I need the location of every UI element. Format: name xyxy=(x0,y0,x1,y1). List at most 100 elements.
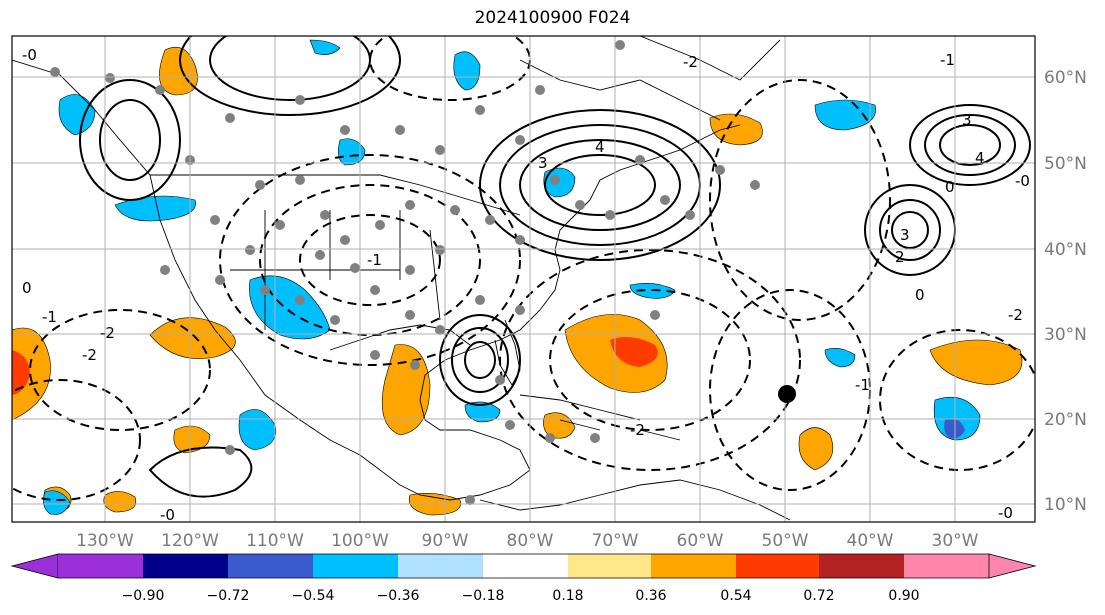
anomaly-positive xyxy=(929,339,1023,386)
colorbar-tick: 0.18 xyxy=(552,588,583,604)
colorbar-tick: −0.36 xyxy=(377,588,420,604)
contour-dashed xyxy=(259,184,481,336)
contour-label: 4 xyxy=(595,138,605,156)
colorbar: −0.90 −0.72 −0.54 −0.36 −0.18 0.18 0.36 … xyxy=(10,553,1037,604)
contour-dashed xyxy=(219,154,521,366)
colorbar-tick: −0.90 xyxy=(122,588,165,604)
contour-label: 3 xyxy=(538,154,548,172)
colorbar-segment xyxy=(651,554,736,578)
contour-dashed xyxy=(29,309,211,431)
contour-label: -1 xyxy=(940,51,955,69)
contour-high xyxy=(891,211,929,249)
contour-high xyxy=(451,327,509,393)
south-america-coast xyxy=(479,479,791,521)
longitude-labels: 130°W 120°W 110°W 100°W 90°W 80°W 70°W 6… xyxy=(76,531,979,551)
colorbar-tick: 0.36 xyxy=(635,588,666,604)
anomaly-negative xyxy=(824,348,856,368)
colorbar-tick: −0.54 xyxy=(292,588,335,604)
contour-label: -1 xyxy=(855,376,870,394)
map-title: 2024100900 F024 xyxy=(474,8,631,28)
colorbar-tick: −0.72 xyxy=(207,588,250,604)
anomaly-positive xyxy=(798,427,834,471)
contour-label: 4 xyxy=(975,149,985,167)
contour-label: 2 xyxy=(895,248,905,266)
contour-dashed xyxy=(709,79,891,321)
anomaly-shading xyxy=(12,39,1023,516)
lon-label: 110°W xyxy=(246,531,304,551)
anomaly-strong xyxy=(12,350,30,395)
map-frame-bg xyxy=(12,36,1035,522)
contour-dashed xyxy=(499,249,801,471)
contour-high xyxy=(179,36,401,116)
colorbar-segment xyxy=(736,554,819,578)
lon-label: 60°W xyxy=(677,531,724,551)
us-borders xyxy=(150,174,521,330)
lon-label: 40°W xyxy=(847,531,894,551)
lat-label: 40°N xyxy=(1044,240,1087,260)
colorbar-segment xyxy=(58,554,143,578)
lat-label: 60°N xyxy=(1044,68,1087,88)
contour-label: -2 xyxy=(630,421,645,439)
contour-high xyxy=(439,314,521,406)
colorbar-segment xyxy=(819,554,904,578)
colorbar-segment xyxy=(398,554,483,578)
contour-high xyxy=(544,154,656,216)
contour-high xyxy=(479,109,721,261)
contour-label: -0 xyxy=(998,504,1013,522)
lat-label: 30°N xyxy=(1044,325,1087,345)
greenland xyxy=(639,36,781,81)
lon-label: 30°W xyxy=(932,531,979,551)
graticule xyxy=(12,36,1035,522)
contour-dashed xyxy=(549,289,751,431)
contour-dashed xyxy=(12,379,141,501)
colorbar-segment xyxy=(483,554,568,578)
colorbar-segment xyxy=(904,554,989,578)
contour-labels: -0 3 4 3 4 3 0 -1 0 -1 -2 -2 -2 -1 2 -0 … xyxy=(22,46,1030,524)
contour-label: -2 xyxy=(1008,306,1023,324)
colorbar-tick: 0.72 xyxy=(803,588,834,604)
lon-label: 120°W xyxy=(161,531,219,551)
lat-label: 20°N xyxy=(1044,410,1087,430)
anomaly-negative xyxy=(238,409,277,451)
colorbar-tick: 0.90 xyxy=(888,588,919,604)
gulf-coast xyxy=(329,324,471,351)
contour-label: -2 xyxy=(683,53,698,71)
contour-label: -0 xyxy=(1015,172,1030,190)
lon-label: 70°W xyxy=(592,531,639,551)
contour-label: -0 xyxy=(22,46,37,64)
storm-center-marker xyxy=(778,385,796,403)
colorbar-segment xyxy=(568,554,651,578)
lon-label: 50°W xyxy=(762,531,809,551)
contour-high xyxy=(99,99,161,181)
contour-label: 3 xyxy=(962,111,972,129)
contour-low xyxy=(148,446,253,498)
contour-dashed xyxy=(879,329,1035,471)
contour-label: 0 xyxy=(945,178,955,196)
contour-high xyxy=(519,139,681,231)
colorbar-tick: 0.54 xyxy=(720,588,751,604)
contour-label: 0 xyxy=(22,279,32,297)
contour-label: -0 xyxy=(160,506,175,524)
anomaly-positive xyxy=(103,491,137,513)
contour-label: 0 xyxy=(915,286,925,304)
contour-high xyxy=(939,124,1001,166)
contour-high xyxy=(79,79,181,201)
lon-label: 130°W xyxy=(76,531,134,551)
anomaly-positive xyxy=(12,327,51,421)
contour-high xyxy=(924,114,1016,176)
contour-high xyxy=(879,199,941,261)
lon-label: 90°W xyxy=(422,531,469,551)
lat-label: 50°N xyxy=(1044,154,1087,174)
colorbar-max-arrow xyxy=(988,553,1037,579)
colorbar-min-arrow xyxy=(10,553,59,579)
map-border xyxy=(11,35,1036,523)
anomaly-negative xyxy=(58,94,96,136)
station-dots xyxy=(50,40,760,505)
colorbar-tick: −0.18 xyxy=(462,588,505,604)
contour-label: -2 xyxy=(82,346,97,364)
caribbean-islands xyxy=(519,394,681,441)
anomaly-strong xyxy=(610,336,658,367)
colorbar-segment xyxy=(313,554,398,578)
contour-label: 3 xyxy=(900,226,910,244)
